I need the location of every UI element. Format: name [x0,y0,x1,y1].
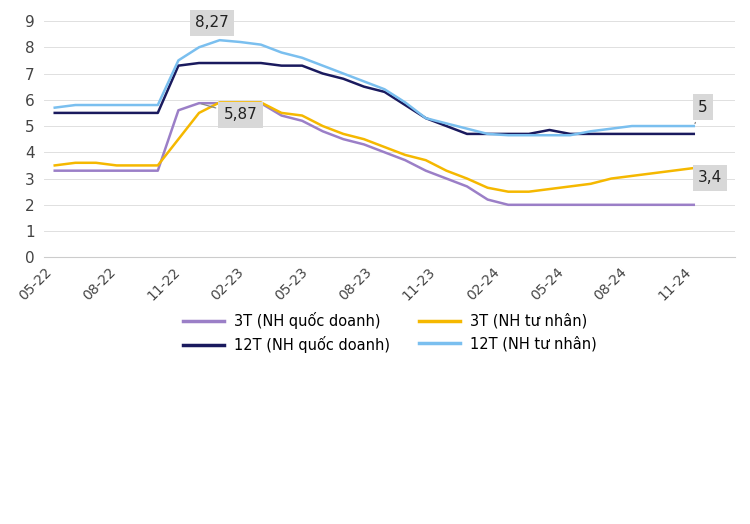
Text: 3,4: 3,4 [696,169,722,185]
Legend: 3T (NH quốc doanh), 12T (NH quốc doanh), 3T (NH tư nhân), 12T (NH tư nhân): 3T (NH quốc doanh), 12T (NH quốc doanh),… [177,306,602,359]
Text: 8,27: 8,27 [195,15,229,30]
Text: 5,87: 5,87 [202,104,257,123]
Text: 5: 5 [695,100,707,124]
